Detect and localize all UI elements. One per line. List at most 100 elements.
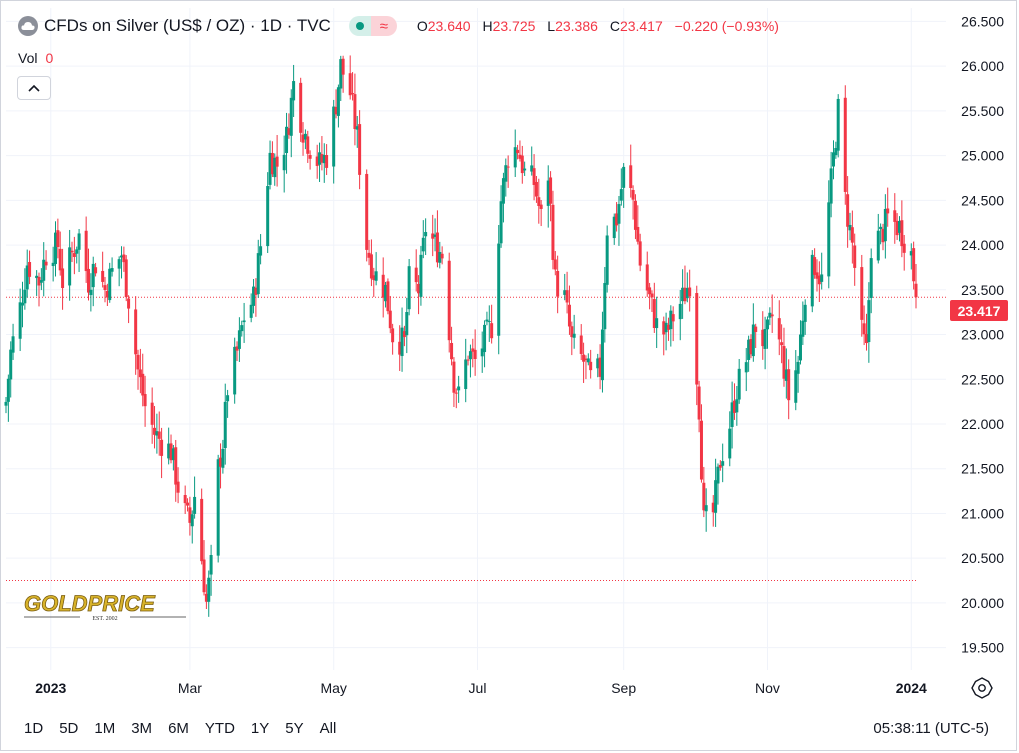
y-tick-label: 26.000 bbox=[961, 58, 1004, 74]
candle-body bbox=[155, 431, 159, 436]
cloud-icon[interactable] bbox=[18, 16, 38, 36]
candle-body bbox=[909, 251, 913, 256]
candle-body bbox=[365, 173, 369, 250]
clock-timezone[interactable]: 05:38:11 (UTC-5) bbox=[873, 720, 989, 737]
candle-body bbox=[405, 312, 409, 336]
candle bbox=[648, 282, 652, 310]
candle-body bbox=[285, 126, 289, 154]
candle bbox=[523, 161, 527, 176]
candle bbox=[881, 223, 885, 251]
range-1m[interactable]: 1M bbox=[94, 720, 116, 737]
candle-body bbox=[21, 302, 25, 306]
candle-body bbox=[407, 266, 411, 310]
candle bbox=[275, 135, 279, 187]
candle-body bbox=[534, 181, 538, 197]
candle-body bbox=[718, 464, 722, 468]
candle bbox=[348, 55, 352, 100]
candle-body bbox=[603, 283, 607, 330]
candle bbox=[782, 327, 786, 387]
candle bbox=[843, 85, 847, 205]
candle-body bbox=[219, 457, 223, 467]
candle-body bbox=[183, 495, 187, 504]
candle-body bbox=[367, 252, 371, 258]
candle-body bbox=[306, 136, 310, 154]
candle bbox=[886, 187, 890, 227]
candle-body bbox=[820, 274, 824, 282]
settings-gear-icon[interactable] bbox=[971, 677, 993, 699]
range-5d[interactable]: 5D bbox=[59, 720, 79, 737]
range-1d[interactable]: 1D bbox=[24, 720, 44, 737]
candle bbox=[183, 485, 187, 514]
candle bbox=[18, 288, 22, 352]
candle bbox=[353, 73, 357, 146]
ohlc-open-value: 23.640 bbox=[427, 18, 471, 34]
volume-legend[interactable]: Vol 0 bbox=[18, 50, 53, 66]
candle bbox=[584, 355, 588, 380]
volume-label: Vol bbox=[18, 50, 38, 66]
candle-body bbox=[440, 253, 444, 259]
candle-body bbox=[754, 326, 758, 332]
candle-body bbox=[226, 395, 230, 402]
candle-body bbox=[711, 502, 715, 513]
time-axis[interactable]: 2023 Mar May Jul Sep Nov 2024 bbox=[35, 680, 927, 696]
candle-body bbox=[813, 257, 817, 275]
candle bbox=[355, 115, 359, 148]
candle bbox=[134, 296, 138, 375]
range-5y[interactable]: 5Y bbox=[285, 720, 304, 737]
candle bbox=[662, 316, 666, 356]
range-3m[interactable]: 3M bbox=[131, 720, 153, 737]
candle-body bbox=[23, 289, 27, 304]
candle bbox=[655, 296, 659, 349]
candle bbox=[381, 257, 385, 318]
candle bbox=[664, 312, 668, 351]
candle bbox=[417, 275, 421, 315]
candle-body bbox=[666, 324, 670, 330]
candle bbox=[850, 210, 854, 264]
candle-body bbox=[827, 202, 831, 277]
range-6m[interactable]: 6M bbox=[168, 720, 189, 737]
candle bbox=[749, 334, 753, 359]
symbol-title[interactable]: CFDs on Silver (US$ / OZ) · 1D · TVC bbox=[44, 16, 331, 35]
status-badge[interactable]: ≈ bbox=[348, 16, 397, 36]
candle bbox=[652, 282, 656, 333]
candle bbox=[44, 250, 48, 270]
candle bbox=[487, 305, 491, 342]
ohlc-low-key: L bbox=[547, 18, 556, 34]
candles[interactable] bbox=[4, 55, 918, 617]
candle bbox=[91, 256, 95, 307]
candle-body bbox=[266, 186, 270, 247]
candle-body bbox=[864, 333, 868, 344]
candle bbox=[716, 463, 720, 505]
candle bbox=[633, 194, 637, 240]
candle bbox=[28, 250, 32, 285]
candle-body bbox=[735, 399, 739, 413]
candle bbox=[435, 210, 439, 268]
candle bbox=[325, 144, 329, 176]
candle bbox=[268, 140, 272, 190]
candle-body bbox=[320, 154, 324, 163]
candle-body bbox=[869, 258, 873, 298]
candle-body bbox=[648, 287, 652, 295]
candle-body bbox=[617, 204, 621, 224]
range-1y[interactable]: 1Y bbox=[250, 720, 270, 737]
candle-body bbox=[619, 189, 623, 201]
y-tick-label: 25.000 bbox=[961, 148, 1004, 164]
range-all[interactable]: All bbox=[319, 720, 337, 737]
candle bbox=[671, 306, 675, 342]
candle bbox=[622, 163, 626, 208]
candle bbox=[483, 320, 487, 368]
candle bbox=[683, 265, 687, 305]
collapse-legend-button[interactable] bbox=[17, 76, 51, 100]
candle bbox=[810, 250, 814, 313]
chart-legend: CFDs on Silver (US$ / OZ) · 1D · TVC ≈ O… bbox=[18, 16, 779, 36]
candle bbox=[105, 283, 109, 306]
y-tick-label: 24.000 bbox=[961, 237, 1004, 253]
candle-body bbox=[834, 148, 838, 156]
price-axis[interactable]: 19.500 20.000 20.500 21.000 21.500 22.000 22.5… bbox=[961, 13, 1004, 655]
candle bbox=[787, 359, 791, 420]
candle-body bbox=[235, 346, 239, 351]
candle bbox=[780, 324, 784, 364]
candle bbox=[728, 411, 732, 467]
range-ytd[interactable]: YTD bbox=[204, 720, 235, 737]
